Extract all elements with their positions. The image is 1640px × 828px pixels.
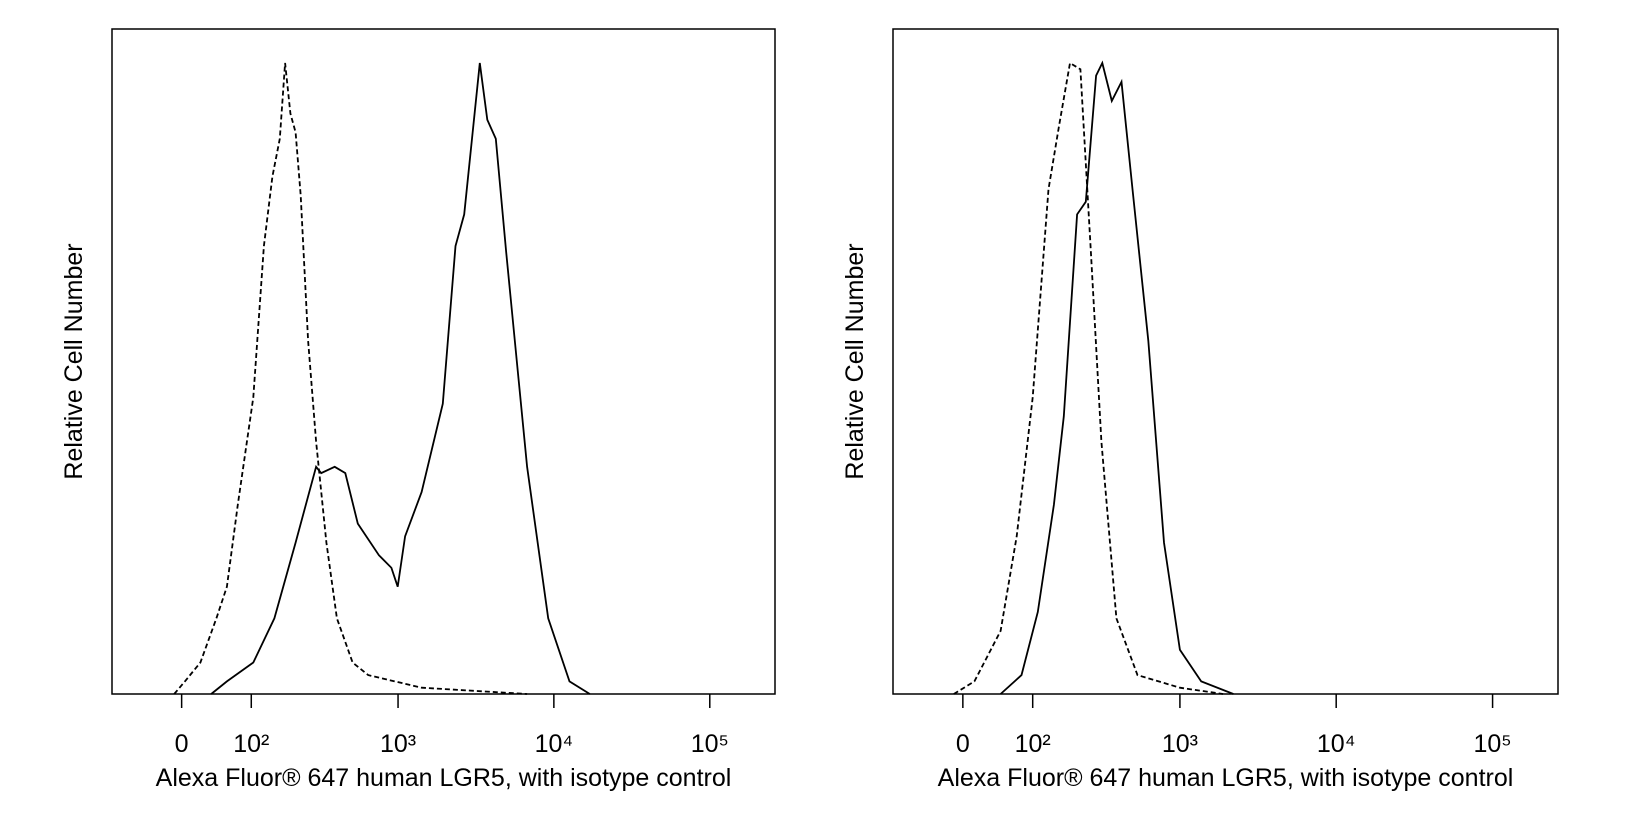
x-tick-label: 10⁵ <box>1473 730 1511 758</box>
histogram-line <box>953 61 1224 695</box>
plot-frame <box>892 28 1559 695</box>
x-tick-label: 10⁵ <box>691 730 729 758</box>
x-tick-label: 0 <box>956 730 970 758</box>
histogram-line <box>999 60 1234 695</box>
y-axis-label: Relative Cell Number <box>60 243 88 479</box>
x-tick-label: 10³ <box>380 730 416 758</box>
x-tick-label: 10³ <box>1162 730 1198 758</box>
x-tick-label: 10⁴ <box>1317 730 1356 758</box>
x-tick-label: 10² <box>233 730 269 758</box>
x-axis-label: Alexa Fluor® 647 human LGR5, with isotyp… <box>156 764 732 792</box>
plot-frame <box>111 28 776 695</box>
histogram-line <box>173 62 528 695</box>
x-axis-label: Alexa Fluor® 647 human LGR5, with isotyp… <box>938 764 1514 792</box>
histogram-line <box>210 62 591 695</box>
y-axis-label: Relative Cell Number <box>841 243 869 479</box>
x-tick-label: 0 <box>175 730 189 758</box>
x-tick-label: 10² <box>1015 730 1051 758</box>
x-tick-label: 10⁴ <box>535 730 574 758</box>
